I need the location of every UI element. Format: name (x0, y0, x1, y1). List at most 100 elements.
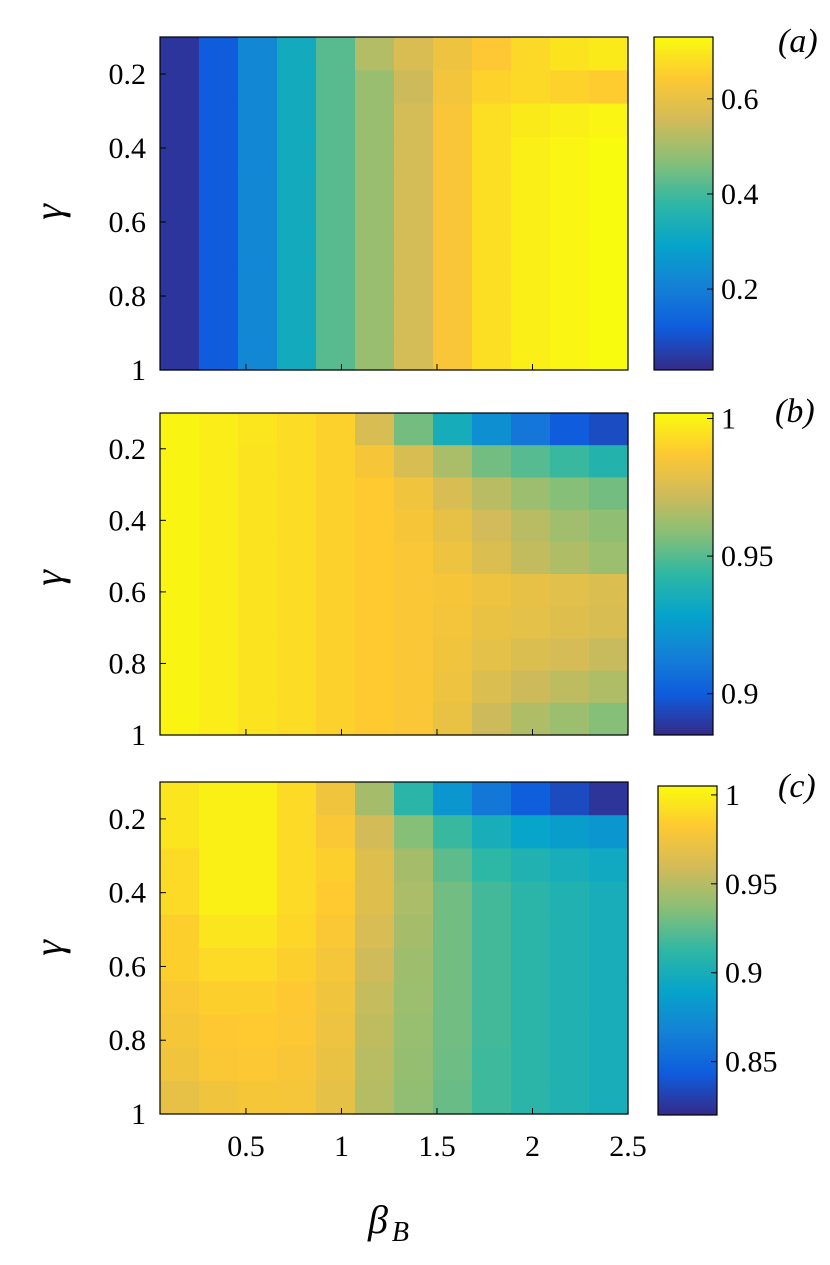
heatmap-cell (589, 103, 629, 138)
heatmap-cell (550, 948, 590, 982)
heatmap-cell (472, 103, 512, 138)
panel-label: (b) (775, 393, 815, 430)
heatmap-cell (238, 37, 278, 71)
heatmap-cell (433, 815, 473, 849)
heatmap-cell (199, 574, 239, 607)
heatmap-cell (199, 1014, 239, 1049)
y-tick-label: 0.4 (109, 504, 147, 537)
heatmap-cell (472, 881, 512, 916)
heatmap-cell (589, 37, 629, 71)
heatmap-cell (277, 270, 317, 304)
heatmap-cell (199, 303, 239, 338)
heatmap-cell (316, 914, 356, 949)
heatmap-cell (316, 477, 356, 511)
heatmap-cell (550, 782, 590, 816)
heatmap-cell (472, 1047, 512, 1082)
heatmap-cell (199, 606, 239, 639)
heatmap-cell (550, 541, 590, 575)
heatmap-cell (238, 914, 278, 949)
heatmap-cell (160, 1080, 200, 1115)
heatmap-cell (550, 848, 590, 883)
heatmap-cell (355, 203, 395, 238)
heatmap-cell (238, 477, 278, 511)
y-tick-label: 0.2 (109, 803, 147, 836)
heatmap-cell (316, 670, 356, 704)
heatmap-cell (433, 303, 473, 338)
heatmap-cell (316, 203, 356, 238)
heatmap-cell (550, 413, 590, 446)
heatmap-cell (511, 413, 551, 446)
heatmap-cell (238, 236, 278, 271)
heatmap-cell (433, 413, 473, 446)
heatmap-cell (472, 413, 512, 446)
heatmap-cell (433, 782, 473, 816)
heatmap-cell (238, 670, 278, 704)
heatmap-cell (589, 848, 629, 883)
heatmap-cell (199, 948, 239, 982)
heatmap-cell (394, 981, 434, 1015)
heatmap-cell (160, 782, 200, 816)
heatmap-cell (550, 37, 590, 71)
heatmap-cell (160, 509, 200, 543)
heatmap-cell (589, 70, 629, 105)
y-tick-label: 1 (131, 1098, 146, 1131)
heatmap-cell (277, 782, 317, 816)
heatmap-cell (316, 37, 356, 71)
heatmap-cell (277, 70, 317, 105)
heatmap-cell (394, 136, 434, 171)
y-tick-label: 0.2 (109, 58, 147, 91)
heatmap-cell (433, 70, 473, 105)
heatmap-cell (199, 170, 239, 205)
heatmap-cell (316, 606, 356, 639)
heatmap-cell (316, 413, 356, 446)
heatmap-cell (589, 782, 629, 816)
heatmap-cell (394, 606, 434, 639)
heatmap-cell (550, 574, 590, 607)
heatmap-cell (238, 638, 278, 672)
heatmap-cell (394, 413, 434, 446)
heatmap-cell (511, 782, 551, 816)
heatmap-cell (511, 270, 551, 304)
heatmap-cell (277, 541, 317, 575)
x-tick-label: 1 (334, 1130, 349, 1163)
heatmap-cell (199, 881, 239, 916)
heatmap-cell (550, 1080, 590, 1115)
heatmap-cell (355, 914, 395, 949)
heatmap-cell (238, 1080, 278, 1115)
heatmap-cell (550, 670, 590, 704)
heatmap-cell (472, 136, 512, 171)
heatmap-cell (316, 848, 356, 883)
heatmap-cell (277, 477, 317, 511)
heatmap-cell (394, 1014, 434, 1049)
heatmap-cell (160, 270, 200, 304)
heatmap-cell (550, 336, 590, 371)
heatmap-cell (589, 606, 629, 639)
heatmap-cell (433, 509, 473, 543)
heatmap-cell (433, 236, 473, 271)
heatmap-cell (160, 881, 200, 916)
heatmap-cell (355, 881, 395, 916)
colorbar-tick-label: 0.2 (721, 273, 759, 306)
heatmap-cell (316, 336, 356, 371)
heatmap-cell (199, 981, 239, 1015)
colorbar-gradient (658, 786, 717, 1115)
y-axis-label: γ (26, 569, 71, 586)
heatmap-cell (550, 815, 590, 849)
heatmap-cell (394, 445, 434, 478)
heatmap-cell (160, 336, 200, 371)
heatmap-cell (472, 236, 512, 271)
heatmap-cell (511, 203, 551, 238)
heatmap-cell (355, 136, 395, 171)
heatmap-cell (160, 815, 200, 849)
heatmap-cell (394, 103, 434, 138)
y-tick-label: 0.6 (109, 206, 147, 239)
heatmap-cell (277, 606, 317, 639)
heatmap-cell (472, 948, 512, 982)
heatmap-cell (355, 815, 395, 849)
heatmap-cell (433, 541, 473, 575)
heatmap-cell (511, 848, 551, 883)
heatmap-cell (550, 170, 590, 205)
heatmap-cell (160, 574, 200, 607)
panel-c: 0.2 0.4 0.6 0.8 1 0.5 1 1.5 2 2.5 γ 0.85 0.9 0.95 1… (26, 768, 816, 1163)
heatmap-cell (589, 509, 629, 543)
